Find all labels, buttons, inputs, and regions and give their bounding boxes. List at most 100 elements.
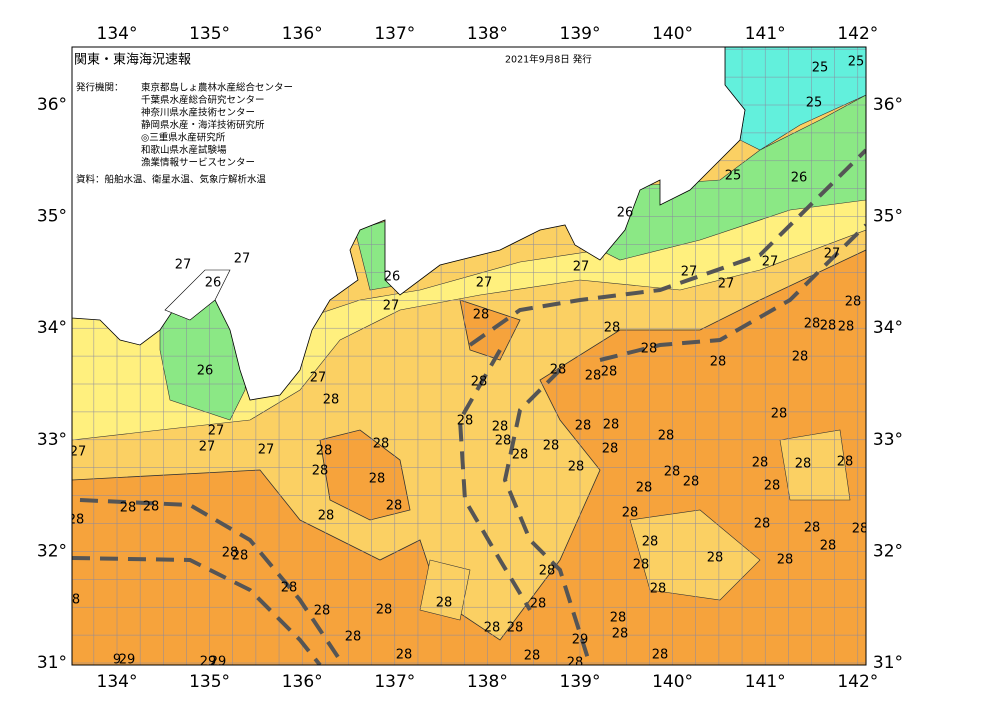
- contour-label: 27: [234, 252, 251, 267]
- contour-label: 28: [652, 648, 669, 663]
- contour-label: 28: [68, 513, 85, 528]
- contour-label: 25: [812, 61, 829, 76]
- contour-label: 28: [764, 479, 781, 494]
- contour-label: 28: [837, 455, 854, 470]
- contour-label: 28: [436, 596, 453, 611]
- lon-label: 139°: [560, 672, 601, 692]
- lon-label: 136°: [282, 672, 323, 692]
- contour-label: 28: [710, 355, 727, 370]
- contour-label: 28: [771, 407, 788, 422]
- lon-label: 138°: [467, 672, 508, 692]
- contour-label: 27: [310, 371, 327, 386]
- contour-label: 28: [642, 535, 659, 550]
- lon-label: 137°: [374, 672, 415, 692]
- issuer: 神奈川県水産技術センター: [141, 107, 255, 119]
- lat-label: 32°: [37, 541, 67, 561]
- lat-label: 32°: [873, 541, 903, 561]
- contour-label: 28: [658, 429, 675, 444]
- lon-label: 137°: [374, 24, 415, 44]
- contour-label: 28: [838, 320, 855, 335]
- contour-label: 29: [200, 655, 217, 670]
- sea-27-patch: [419, 429, 851, 621]
- contour-label: 28: [568, 460, 585, 475]
- contour-label: 8: [72, 593, 80, 608]
- contour-label: 28: [484, 621, 501, 636]
- contour-label: 25: [725, 169, 742, 184]
- contour-label: 28: [495, 434, 512, 449]
- issuer: 千葉県水産総合研究センター: [141, 94, 265, 106]
- contour-label: 25: [848, 55, 865, 70]
- contour-label: 28: [622, 506, 639, 521]
- issuers-label: 発行機関：: [76, 82, 124, 94]
- contour-label: 28: [567, 656, 584, 671]
- contour-label: 28: [550, 363, 567, 378]
- contour-label: 27: [573, 260, 590, 275]
- contour-label: 28: [585, 369, 602, 384]
- lon-label: 134°: [97, 24, 138, 44]
- kuroshio-axis: [72, 148, 866, 665]
- contour-label: 28: [804, 521, 821, 536]
- contour-label: 28: [281, 581, 298, 596]
- lon-label: 139°: [560, 24, 601, 44]
- contour-label: 26: [197, 364, 214, 379]
- title: 関東・東海海況速報: [74, 52, 191, 68]
- lat-label: 31°: [37, 653, 67, 673]
- contour-label: 28: [386, 499, 403, 514]
- contour-label: 28: [376, 603, 393, 618]
- contour-label: 28: [804, 317, 821, 332]
- contour-label: 28: [524, 649, 541, 664]
- lat-label: 35°: [873, 207, 903, 227]
- contour-label: 26: [791, 171, 808, 186]
- contour-label: 28: [473, 308, 490, 323]
- contour-label: 28: [492, 420, 509, 435]
- contour-label: 28: [610, 611, 627, 626]
- contour-label: 27: [476, 276, 493, 291]
- contour-label: 28: [795, 457, 812, 472]
- contour-label: 28: [683, 475, 700, 490]
- contour-label: 28: [312, 464, 329, 479]
- contour-label: 27: [383, 299, 400, 314]
- lon-label: 135°: [189, 672, 230, 692]
- lon-label: 142°: [837, 672, 878, 692]
- lon-label: 136°: [282, 24, 323, 44]
- contour-label: 28: [539, 564, 556, 579]
- contour-label: 28: [543, 439, 560, 454]
- contour-label: 28: [396, 648, 413, 663]
- contour-label: 28: [633, 558, 650, 573]
- contour-label: 28: [707, 551, 724, 566]
- contour-label: 28: [612, 627, 629, 642]
- lon-label: 141°: [745, 672, 786, 692]
- contour-label: 28: [530, 597, 547, 612]
- contour-label: 27: [681, 265, 698, 280]
- contour-label: 28: [507, 621, 524, 636]
- contour-label: 28: [792, 350, 809, 365]
- contour-label: 27: [718, 277, 735, 292]
- contour-label: 29: [210, 655, 227, 670]
- lat-label: 34°: [873, 318, 903, 338]
- contour-label: 27: [824, 247, 841, 262]
- contour-label: 28: [512, 448, 529, 463]
- contour-label: 28: [636, 481, 653, 496]
- lon-label: 138°: [467, 24, 508, 44]
- contour-label: 28: [603, 418, 620, 433]
- contour-label: 28: [345, 630, 362, 645]
- issuer: 漁業情報サービスセンター: [141, 157, 255, 169]
- contour-label: 28: [143, 500, 160, 515]
- lat-label: 35°: [37, 207, 67, 227]
- lat-label: 33°: [873, 430, 903, 450]
- contour-label: 28: [641, 342, 658, 357]
- date: 2021年9月8日 発行: [505, 54, 592, 66]
- lat-label: 34°: [37, 318, 67, 338]
- lon-label: 141°: [745, 24, 786, 44]
- lon-label: 140°: [652, 24, 693, 44]
- contour-label: 28: [650, 582, 667, 597]
- contour-label: 26: [617, 206, 634, 221]
- contour-label: 28: [664, 465, 681, 480]
- issuer: 和歌山県水産試験場: [141, 144, 227, 156]
- axis-labels: 134° 134° 135° 135° 136° 136° 137° 137° 138° 138°…: [37, 24, 903, 692]
- contour-label: 28: [316, 444, 333, 459]
- awaji-island: [164, 269, 231, 321]
- contour-label: 27: [258, 443, 275, 458]
